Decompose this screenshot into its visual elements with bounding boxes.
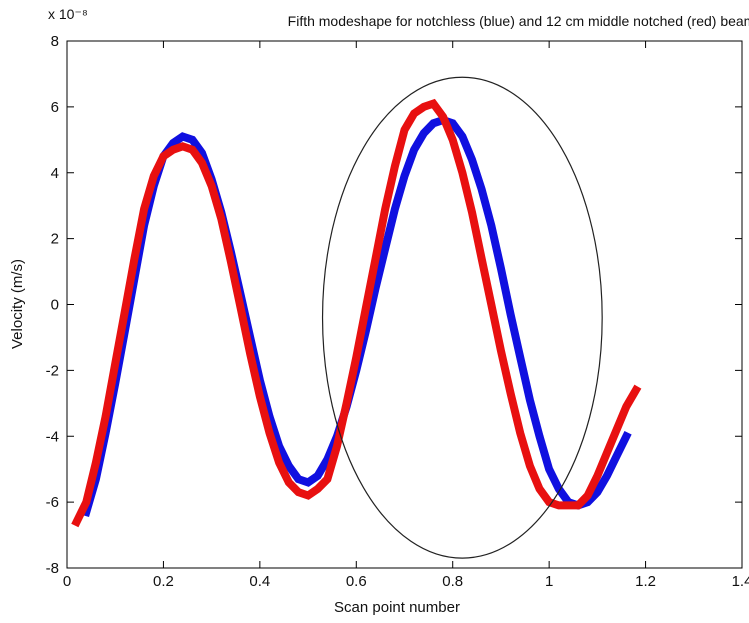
y-tick-label: 6: [51, 99, 59, 116]
y-tick-label: 4: [51, 165, 59, 182]
chart-title: Fifth modeshape for notchless (blue) and…: [288, 13, 749, 29]
y-tick-label: -4: [46, 428, 59, 445]
x-axis: 0 0.2 0.4 0.6 0.8 1 1.2 1.4: [63, 41, 749, 590]
y-tick-label: -6: [46, 494, 59, 511]
y-tick-label: 2: [51, 231, 59, 248]
y-tick-label: 0: [51, 297, 59, 314]
x-tick-label: 0.4: [249, 573, 270, 590]
series-layer: [71, 98, 642, 528]
highlight-ellipse: [321, 76, 603, 559]
plot-area: [66, 40, 743, 569]
y-tick-label: 8: [51, 33, 59, 50]
x-tick-label: 0.6: [346, 573, 367, 590]
y-tick-label: -8: [46, 560, 59, 577]
x-tick-label: 1: [545, 573, 553, 590]
y-tick-label: -2: [46, 362, 59, 379]
x-tick-label: 1.2: [635, 573, 656, 590]
x-tick-label: 0: [63, 573, 71, 590]
x-tick-label: 0.2: [153, 573, 174, 590]
x-tick-label: 1.4: [732, 573, 749, 590]
x-axis-title: Scan point number: [334, 599, 460, 616]
x-tick-label: 0.8: [442, 573, 463, 590]
red-series-line: [71, 98, 642, 528]
annotation-layer: [321, 76, 603, 559]
y-exponent-label: x 10⁻⁸: [48, 6, 88, 22]
y-axis-title: Velocity (m/s): [9, 259, 26, 349]
y-axis: -8 -6 -4 -2 0 2 4 6 8: [46, 33, 742, 577]
